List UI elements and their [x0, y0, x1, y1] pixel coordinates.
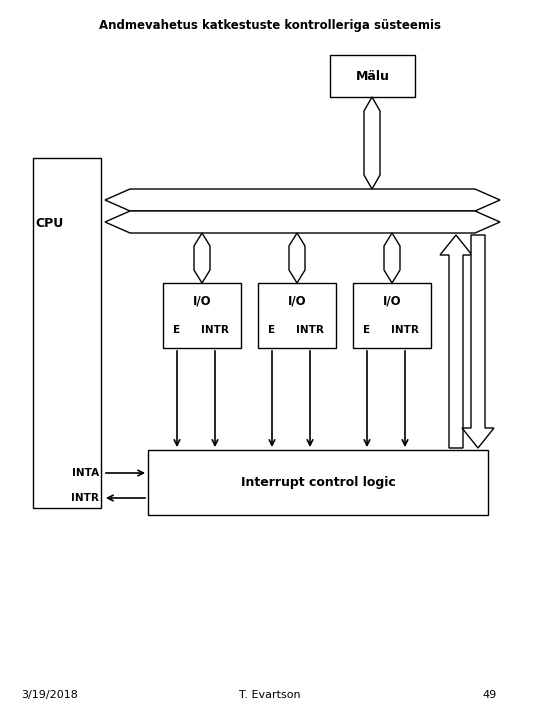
- Polygon shape: [364, 97, 380, 189]
- Text: I/O: I/O: [383, 294, 401, 307]
- Bar: [33, 158, 101, 508]
- Polygon shape: [194, 233, 210, 283]
- Polygon shape: [289, 233, 305, 283]
- Polygon shape: [105, 189, 500, 211]
- Text: INTR: INTR: [296, 325, 324, 335]
- Polygon shape: [462, 235, 494, 448]
- Polygon shape: [440, 235, 472, 448]
- Text: INTR: INTR: [201, 325, 229, 335]
- Text: 49: 49: [483, 690, 497, 700]
- Text: INTA: INTA: [72, 468, 99, 478]
- Bar: [258, 283, 336, 348]
- Polygon shape: [105, 211, 500, 233]
- Text: INTR: INTR: [71, 493, 99, 503]
- Bar: [148, 450, 488, 515]
- Text: T. Evartson: T. Evartson: [239, 690, 301, 700]
- Text: I/O: I/O: [193, 294, 211, 307]
- Text: E: E: [363, 325, 370, 335]
- Bar: [353, 283, 431, 348]
- Text: Mälu: Mälu: [355, 70, 389, 83]
- Text: CPU: CPU: [35, 217, 63, 230]
- Text: I/O: I/O: [288, 294, 306, 307]
- Text: INTR: INTR: [391, 325, 419, 335]
- Polygon shape: [384, 233, 400, 283]
- Text: Andmevahetus katkestuste kontrolleriga süsteemis: Andmevahetus katkestuste kontrolleriga s…: [99, 19, 441, 32]
- Text: E: E: [173, 325, 180, 335]
- Bar: [330, 55, 415, 97]
- Bar: [163, 283, 241, 348]
- Text: 3/19/2018: 3/19/2018: [22, 690, 78, 700]
- Text: E: E: [268, 325, 275, 335]
- Text: Interrupt control logic: Interrupt control logic: [241, 476, 395, 489]
